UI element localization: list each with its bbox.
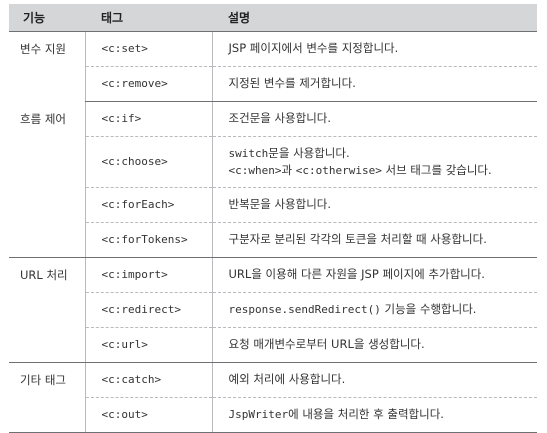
description-cell: 조건문을 사용합니다.	[211, 101, 537, 137]
tag-cell: <c:import>	[84, 257, 212, 293]
tag-cell: <c:catch>	[84, 362, 212, 398]
tag-cell: <c:choose>	[84, 136, 212, 188]
code-switch: switch	[228, 146, 269, 160]
table-row: <c:choose> switch문을 사용합니다. <c:when>과 <c:…	[9, 136, 538, 188]
function-cell: 변수 지원	[20, 42, 66, 56]
description-cell: switch문을 사용합니다. <c:when>과 <c:otherwise> …	[211, 136, 538, 188]
tag-cell: <c:url>	[84, 327, 212, 363]
page: 기능 태그 설명 변수 지원 <c:set> JSP 페이지에서 변수를 지정합…	[9, 4, 537, 433]
tag-cell: <c:forEach>	[84, 187, 212, 223]
function-cell: URL 처리	[9, 257, 85, 363]
description-cell: URL을 이용해 다른 자원을 JSP 페이지에 추가합니다.	[211, 257, 537, 293]
code-jspwriter: JspWriter	[228, 408, 289, 422]
description-text: 에 내용을 처리한 후 출력합니다.	[288, 407, 444, 422]
table-row: 변수 지원 <c:set> JSP 페이지에서 변수를 지정합니다.	[9, 31, 537, 67]
description-text: 과	[281, 163, 296, 177]
tag-cell: <c:out>	[84, 397, 212, 433]
table-row: <c:remove> 지정된 변수를 제거합니다.	[9, 66, 537, 102]
description-cell: response.sendRedirect() 기능을 수행합니다.	[211, 292, 537, 328]
header-tag: 태그	[85, 4, 212, 32]
table-row: 기타 태그 <c:catch> 예외 처리에 사용합니다.	[9, 362, 537, 433]
code-when: <c:when>	[228, 164, 282, 177]
table-header-row: 기능 태그 설명	[9, 4, 537, 32]
jstl-core-tag-table: 기능 태그 설명 변수 지원 <c:set> JSP 페이지에서 변수를 지정합…	[9, 4, 537, 433]
table-row: URL 처리 <c:import> URL을 이용해 다른 자원을 JSP 페이…	[9, 257, 537, 363]
code-send-redirect: response.sendRedirect()	[228, 303, 381, 317]
description-cell: 지정된 변수를 제거합니다.	[211, 66, 537, 102]
code-otherwise: <c:otherwise>	[295, 164, 382, 177]
description-line2: <c:when>과 <c:otherwise> 서브 태그를 갖습니다.	[229, 162, 538, 180]
function-cell: 기타 태그	[9, 362, 85, 433]
table-row: <c:url> 요청 매개변수로부터 URL을 생성합니다.	[9, 327, 537, 363]
tag-cell: <c:if>	[84, 101, 212, 137]
header-function: 기능	[9, 4, 85, 32]
description-cell: 반복문을 사용합니다.	[211, 187, 537, 223]
description-text: 문을 사용합니다.	[268, 145, 350, 160]
tag-cell: <c:remove>	[84, 66, 212, 102]
function-cell: 흐름 제어	[9, 101, 85, 258]
tag-cell: <c:forTokens>	[84, 222, 212, 258]
description-text: 기능을 수행합니다.	[380, 302, 477, 317]
tag-cell: <c:set>	[84, 31, 212, 67]
description-cell: 예외 처리에 사용합니다.	[211, 362, 537, 398]
tag-cell: <c:redirect>	[84, 292, 212, 328]
table-row: <c:forEach> 반복문을 사용합니다.	[9, 187, 537, 223]
description-cell: JSP 페이지에서 변수를 지정합니다.	[211, 31, 537, 67]
table-row: <c:out> JspWriter에 내용을 처리한 후 출력합니다.	[9, 397, 537, 433]
description-cell: 구분자로 분리된 각각의 토큰을 처리할 때 사용합니다.	[211, 222, 537, 258]
description-cell: JspWriter에 내용을 처리한 후 출력합니다.	[211, 397, 537, 433]
table-row: <c:redirect> response.sendRedirect() 기능을…	[9, 292, 537, 328]
table-row: 흐름 제어 <c:if> 조건문을 사용합니다.	[9, 101, 537, 258]
header-description: 설명	[212, 4, 537, 32]
table-row: <c:forTokens> 구분자로 분리된 각각의 토큰을 처리할 때 사용합…	[9, 222, 537, 258]
description-text: 서브 태그를 갖습니다.	[381, 163, 492, 177]
description-cell: 요청 매개변수로부터 URL을 생성합니다.	[211, 327, 537, 363]
